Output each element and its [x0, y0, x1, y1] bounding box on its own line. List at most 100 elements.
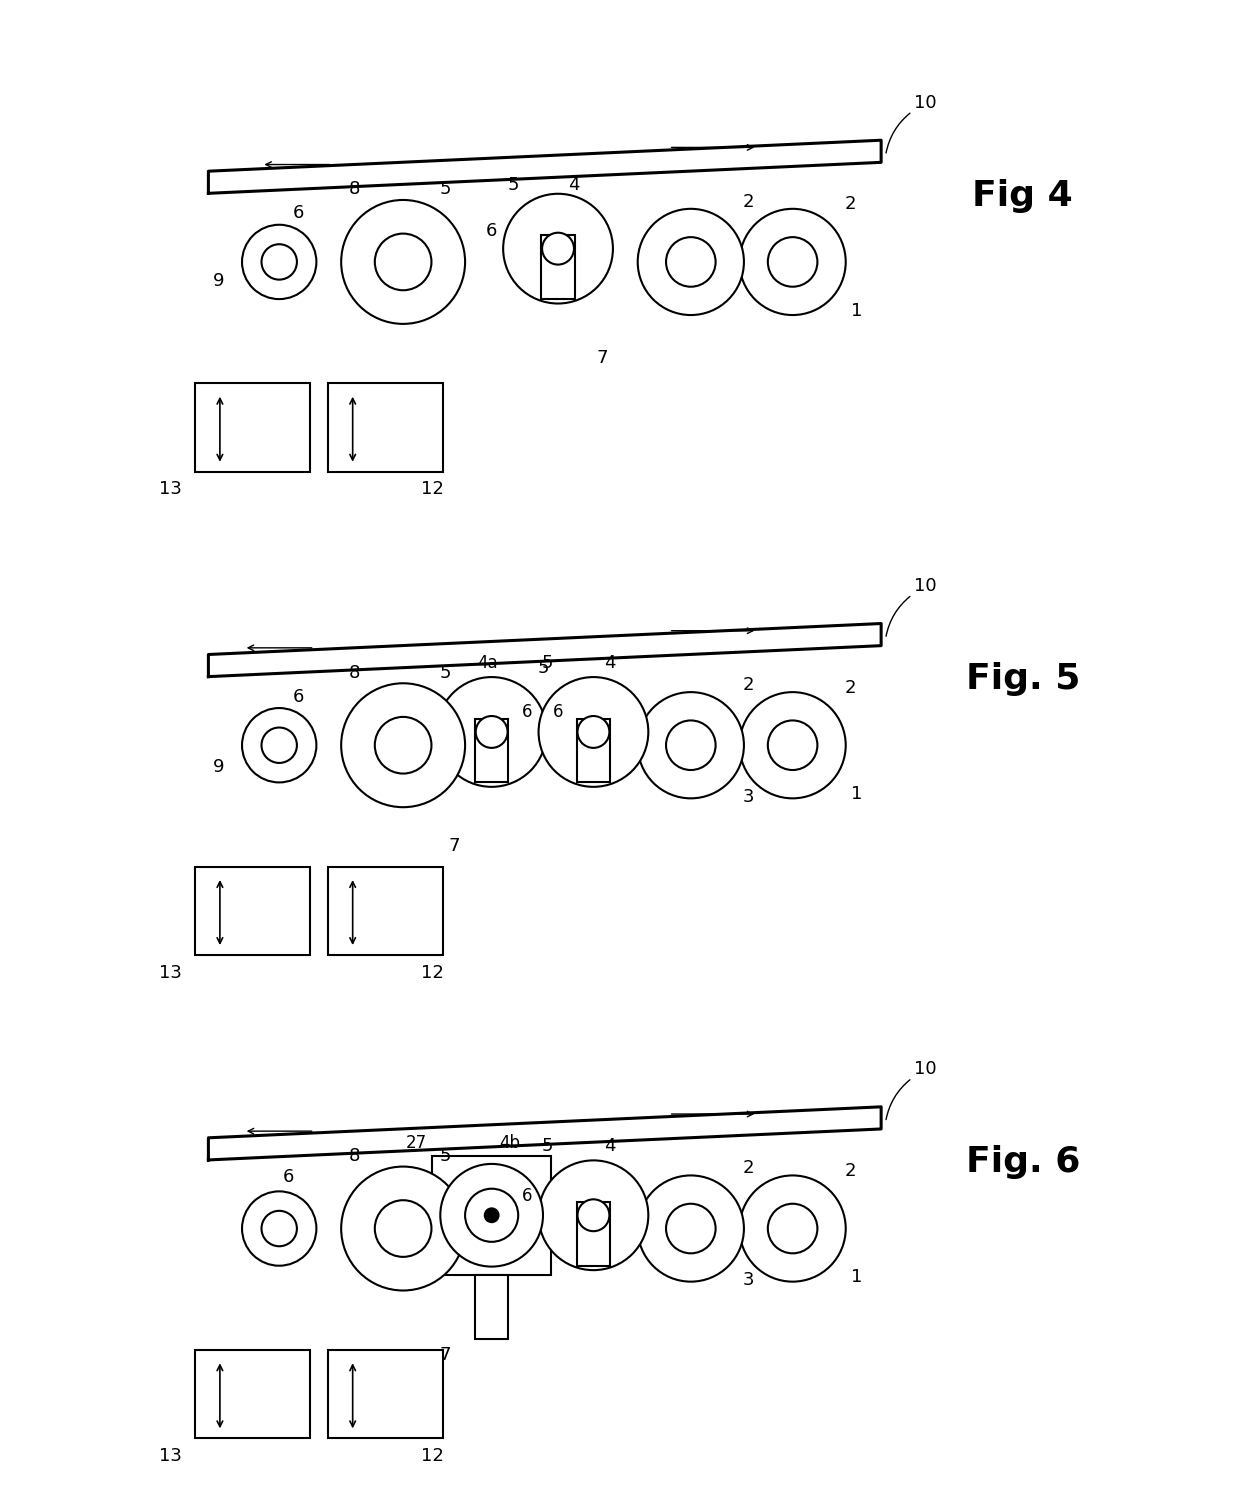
Bar	[541, 236, 575, 299]
Text: 9: 9	[213, 272, 224, 290]
Circle shape	[538, 677, 649, 787]
Bar	[327, 1350, 443, 1439]
Text: 5: 5	[440, 180, 451, 198]
Circle shape	[341, 683, 465, 807]
Circle shape	[578, 1199, 609, 1232]
Text: 4: 4	[604, 653, 615, 671]
Text: 2: 2	[743, 1160, 754, 1178]
Text: 5: 5	[537, 659, 549, 677]
Text: 6: 6	[522, 703, 532, 721]
Circle shape	[666, 237, 715, 287]
Polygon shape	[208, 1107, 882, 1160]
Bar	[327, 383, 443, 472]
Circle shape	[768, 237, 817, 287]
Text: 8: 8	[348, 1148, 360, 1166]
Polygon shape	[208, 623, 882, 676]
Circle shape	[341, 1167, 465, 1290]
Circle shape	[262, 245, 296, 279]
Text: 4a: 4a	[477, 653, 497, 671]
Text: 4b: 4b	[498, 1134, 520, 1152]
Text: 10: 10	[914, 93, 936, 111]
Bar	[432, 1155, 552, 1275]
Text: 12: 12	[420, 481, 444, 499]
Text: 10: 10	[914, 577, 936, 595]
Text: 3: 3	[743, 1271, 754, 1289]
Circle shape	[262, 1211, 296, 1247]
Circle shape	[503, 194, 613, 303]
Text: 2: 2	[844, 1163, 856, 1181]
Text: 6: 6	[293, 688, 304, 706]
Circle shape	[374, 716, 432, 774]
Text: 5: 5	[542, 1137, 553, 1155]
Text: 3: 3	[743, 787, 754, 805]
Circle shape	[666, 721, 715, 771]
Text: 7: 7	[596, 350, 608, 368]
Text: 5: 5	[508, 176, 520, 194]
Bar	[195, 867, 310, 955]
Circle shape	[485, 1208, 498, 1223]
Text: 1: 1	[851, 786, 862, 804]
Text: 1: 1	[851, 302, 862, 320]
Circle shape	[637, 1176, 744, 1281]
Bar	[577, 1202, 610, 1266]
Text: 10: 10	[914, 1060, 936, 1078]
Text: Fig 4: Fig 4	[972, 179, 1073, 213]
Circle shape	[242, 225, 316, 299]
Text: 2: 2	[743, 676, 754, 694]
Text: 7: 7	[449, 837, 460, 855]
Circle shape	[739, 1176, 846, 1281]
Circle shape	[578, 716, 609, 748]
Text: 6: 6	[553, 703, 563, 721]
Text: 2: 2	[844, 195, 856, 213]
Polygon shape	[208, 140, 882, 194]
Circle shape	[637, 692, 744, 799]
Text: 1: 1	[851, 1268, 862, 1286]
Text: 2: 2	[743, 192, 754, 210]
Bar	[475, 1275, 508, 1338]
Circle shape	[374, 234, 432, 290]
Circle shape	[739, 692, 846, 799]
Circle shape	[242, 1191, 316, 1266]
Circle shape	[637, 209, 744, 315]
Text: 13: 13	[159, 481, 182, 499]
Circle shape	[465, 1188, 518, 1242]
Text: 7: 7	[440, 1346, 451, 1364]
Circle shape	[262, 727, 296, 763]
Circle shape	[440, 1164, 543, 1266]
Text: 27: 27	[405, 1134, 427, 1152]
Bar	[577, 718, 610, 783]
Circle shape	[374, 1200, 432, 1257]
Text: 5: 5	[542, 653, 553, 671]
Circle shape	[768, 721, 817, 771]
Circle shape	[739, 209, 846, 315]
Text: 12: 12	[420, 964, 444, 982]
Circle shape	[666, 1203, 715, 1253]
Text: 2: 2	[844, 679, 856, 697]
Circle shape	[542, 233, 574, 264]
Text: 4: 4	[568, 176, 580, 194]
Circle shape	[538, 1161, 649, 1271]
Text: 6: 6	[283, 1169, 294, 1187]
Text: 9: 9	[213, 759, 224, 777]
Bar	[327, 867, 443, 955]
Circle shape	[341, 200, 465, 324]
Bar	[195, 1350, 310, 1439]
Text: 5: 5	[440, 664, 451, 682]
Text: Fig. 5: Fig. 5	[966, 662, 1080, 695]
Text: 4: 4	[604, 1137, 615, 1155]
Bar	[195, 383, 310, 472]
Text: 8: 8	[348, 664, 360, 682]
Text: 8: 8	[348, 180, 360, 198]
Text: 6: 6	[293, 204, 304, 222]
Text: 12: 12	[420, 1446, 444, 1464]
Circle shape	[476, 716, 507, 748]
Text: 6: 6	[522, 1187, 532, 1205]
Text: 13: 13	[159, 964, 182, 982]
Text: 5: 5	[440, 1148, 451, 1166]
Text: 13: 13	[159, 1446, 182, 1464]
Circle shape	[242, 707, 316, 783]
Circle shape	[436, 677, 547, 787]
Text: Fig. 6: Fig. 6	[966, 1145, 1080, 1179]
Circle shape	[768, 1203, 817, 1253]
Text: 6: 6	[486, 222, 497, 240]
